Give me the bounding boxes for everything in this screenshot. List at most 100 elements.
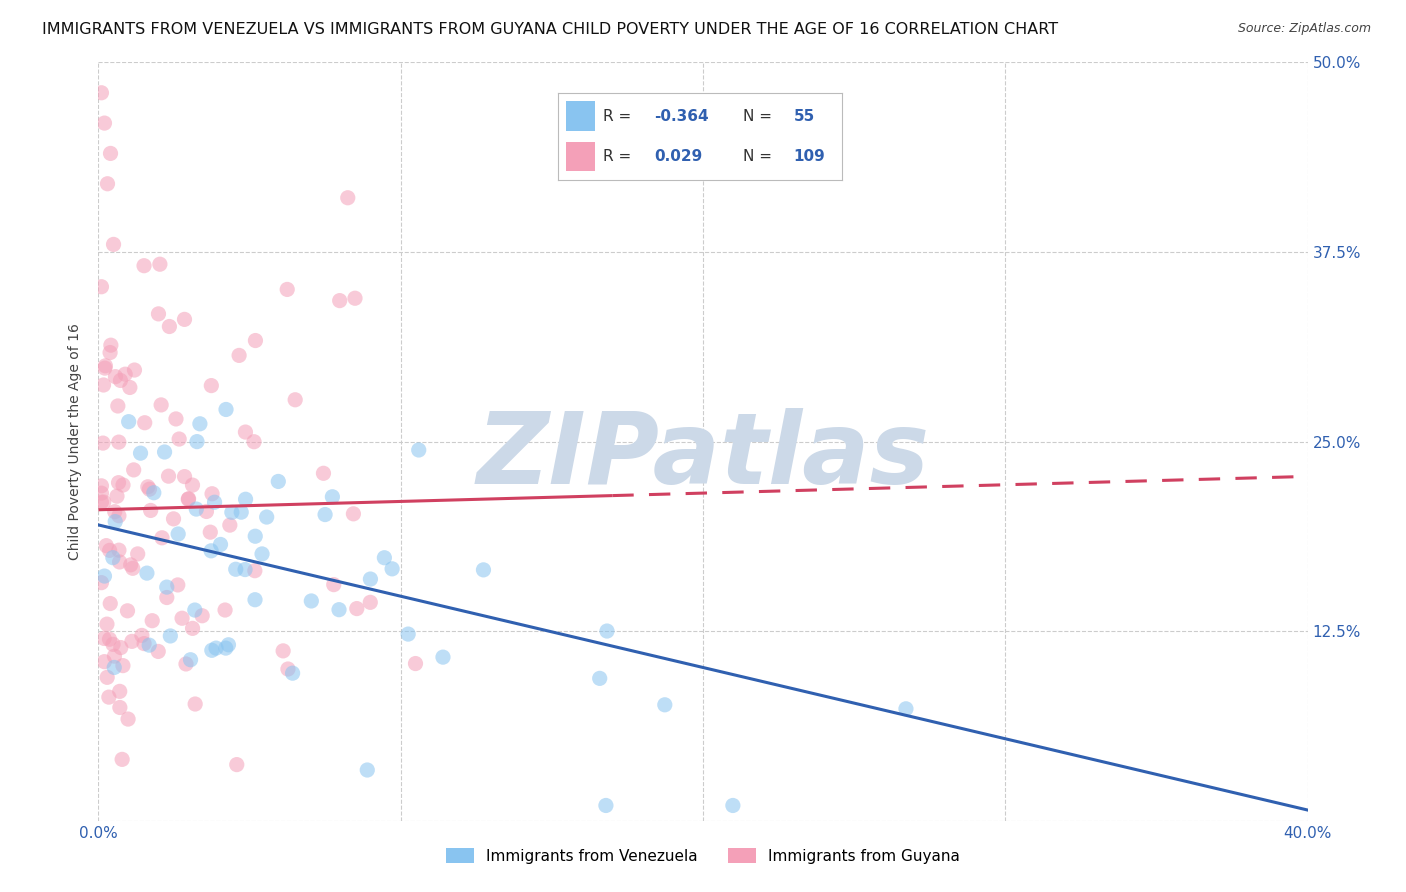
Point bbox=[104, 505, 127, 519]
Point bbox=[256, 510, 278, 524]
Point bbox=[472, 563, 495, 577]
Point bbox=[209, 537, 232, 551]
Point bbox=[221, 505, 243, 519]
Point bbox=[167, 527, 190, 541]
Point bbox=[94, 361, 117, 376]
Point bbox=[299, 594, 322, 608]
Point bbox=[173, 469, 195, 483]
Point bbox=[108, 555, 131, 569]
Point bbox=[408, 442, 430, 457]
Point bbox=[118, 415, 141, 429]
Point bbox=[90, 86, 112, 100]
Point bbox=[191, 608, 214, 623]
Legend: Immigrants from Venezuela, Immigrants from Guyana: Immigrants from Venezuela, Immigrants fr… bbox=[440, 842, 966, 870]
Point bbox=[93, 632, 115, 646]
Point bbox=[346, 601, 368, 615]
Point bbox=[271, 644, 294, 658]
Point bbox=[235, 492, 257, 507]
Point bbox=[91, 436, 114, 450]
Point bbox=[205, 641, 228, 656]
Point bbox=[312, 467, 335, 481]
Point bbox=[359, 595, 381, 609]
Point bbox=[96, 177, 118, 191]
Point bbox=[267, 475, 290, 489]
Point bbox=[96, 617, 118, 632]
Point bbox=[90, 495, 112, 509]
Point bbox=[162, 512, 184, 526]
Point bbox=[100, 338, 122, 352]
Point bbox=[589, 672, 612, 686]
Point bbox=[200, 378, 222, 392]
Point bbox=[98, 597, 121, 611]
Point bbox=[114, 367, 136, 381]
Point bbox=[184, 603, 207, 617]
Text: ZIPatlas: ZIPatlas bbox=[477, 409, 929, 505]
Point bbox=[104, 515, 127, 529]
Point bbox=[139, 503, 162, 517]
Point bbox=[93, 569, 115, 583]
Point bbox=[117, 712, 139, 726]
Point bbox=[107, 399, 129, 413]
Point bbox=[136, 480, 159, 494]
Point bbox=[107, 435, 129, 450]
Point bbox=[215, 641, 238, 656]
Point bbox=[321, 490, 343, 504]
Point bbox=[111, 478, 134, 492]
Point bbox=[188, 417, 211, 431]
Point bbox=[166, 578, 188, 592]
Point bbox=[195, 504, 218, 518]
Point bbox=[142, 485, 165, 500]
Point bbox=[322, 577, 344, 591]
Point bbox=[107, 475, 129, 490]
Point bbox=[117, 604, 139, 618]
Point bbox=[343, 291, 366, 305]
Y-axis label: Child Poverty Under the Age of 16: Child Poverty Under the Age of 16 bbox=[69, 323, 83, 560]
Point bbox=[342, 507, 364, 521]
Point bbox=[96, 539, 118, 553]
Point bbox=[121, 634, 143, 648]
Point bbox=[153, 445, 176, 459]
Point bbox=[129, 446, 152, 460]
Point bbox=[277, 662, 299, 676]
Point bbox=[90, 479, 112, 493]
Point bbox=[186, 434, 208, 449]
Point bbox=[235, 425, 257, 439]
Point bbox=[122, 463, 145, 477]
Point bbox=[894, 702, 917, 716]
Point bbox=[218, 518, 240, 533]
Point bbox=[98, 543, 121, 558]
Point bbox=[148, 644, 170, 658]
Point bbox=[173, 312, 195, 326]
Point bbox=[110, 640, 132, 655]
Point bbox=[150, 531, 173, 545]
Point bbox=[336, 191, 359, 205]
Point bbox=[110, 374, 132, 388]
Point bbox=[243, 564, 266, 578]
Point bbox=[654, 698, 676, 712]
Point bbox=[120, 558, 142, 572]
Point bbox=[90, 575, 112, 590]
Point bbox=[405, 657, 427, 671]
Point bbox=[201, 487, 224, 501]
Point bbox=[225, 757, 247, 772]
Point bbox=[170, 611, 193, 625]
Point bbox=[138, 638, 160, 652]
Point bbox=[167, 432, 190, 446]
Point bbox=[90, 486, 112, 500]
Point bbox=[721, 798, 744, 813]
Point bbox=[101, 637, 124, 651]
Point bbox=[148, 307, 170, 321]
Point bbox=[174, 657, 197, 671]
Point bbox=[100, 146, 122, 161]
Point bbox=[108, 543, 131, 558]
Point bbox=[118, 380, 141, 394]
Point bbox=[156, 591, 179, 605]
Point bbox=[159, 629, 181, 643]
Point bbox=[596, 624, 619, 638]
Point bbox=[124, 363, 146, 377]
Point bbox=[103, 649, 125, 664]
Point bbox=[225, 562, 247, 576]
Point bbox=[93, 378, 115, 392]
Point bbox=[204, 495, 226, 509]
Point bbox=[90, 279, 112, 293]
